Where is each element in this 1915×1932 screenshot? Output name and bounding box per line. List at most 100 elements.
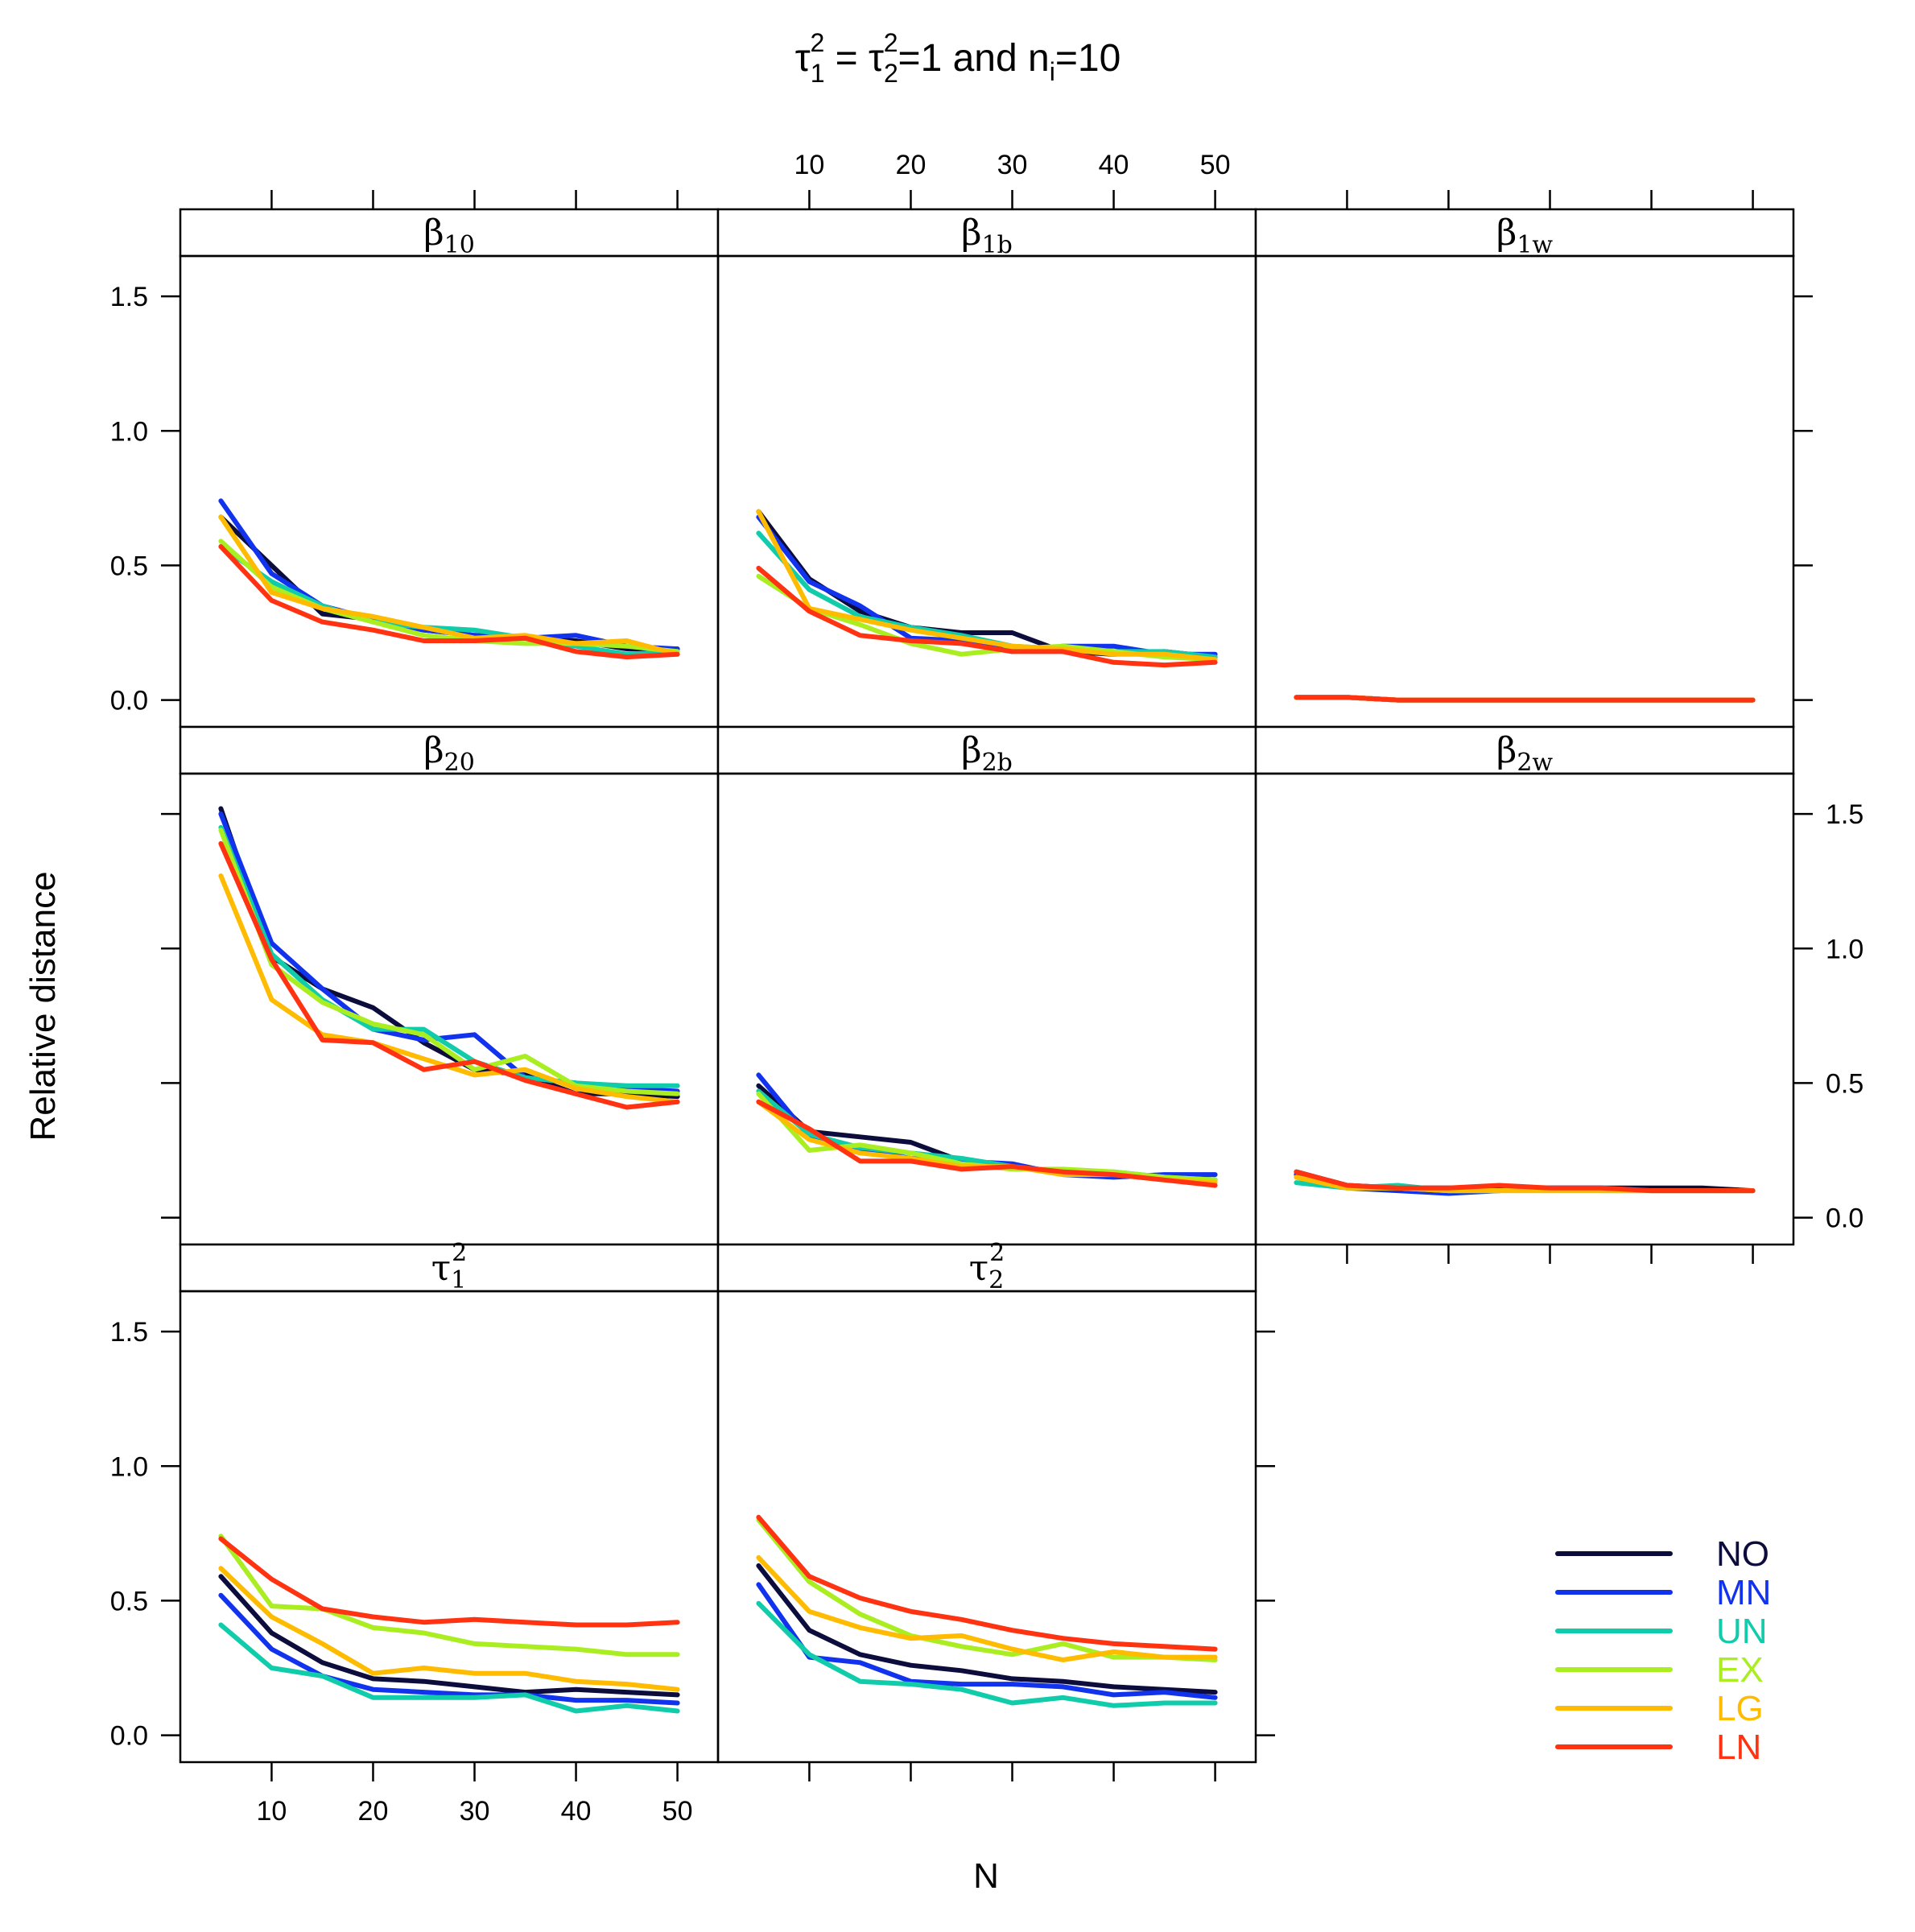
y-tick-label: 1.5 (110, 1317, 148, 1348)
y-tick-label: 0.0 (110, 1721, 148, 1752)
x-tick-label: 20 (896, 150, 927, 180)
x-tick-label: 30 (460, 1796, 490, 1827)
strip-subscript: 10 (444, 231, 475, 259)
series-beta10-LN (218, 544, 680, 660)
y-tick-label: 0.0 (110, 686, 148, 716)
strip-label-beta10: β10 (423, 213, 475, 259)
strip-label-beta2w: β2w (1496, 730, 1554, 777)
y-tick-label: 0.5 (110, 551, 148, 581)
chart-title: τ12 = τ22=1 and ni=10 (795, 28, 1121, 88)
x-tick-label: 10 (257, 1796, 287, 1827)
strip-symbol: β (961, 730, 981, 771)
strip-tau2 (716, 1243, 1257, 1293)
series-beta1w-LN (1294, 695, 1756, 703)
series-tau1-MN (218, 1592, 680, 1706)
strip-symbol: β (1496, 213, 1517, 254)
strip-label-tau1: τ12 (431, 1239, 468, 1294)
y-tick-label: 1.5 (1826, 799, 1863, 830)
series-tau1-NO (218, 1574, 680, 1698)
panel-beta2w: β2w (1254, 725, 1795, 1246)
strip-symbol: β (961, 213, 981, 254)
legend-label-UN: UN (1716, 1612, 1768, 1651)
x-tick-label: 30 (997, 150, 1028, 180)
y-tick-label: 1.0 (110, 1451, 148, 1482)
panel-tau1: τ12 (179, 1239, 720, 1764)
panel-beta1w: β1w (1254, 208, 1795, 729)
y-tick-label: 1.5 (110, 282, 148, 312)
series-tau2-UN (756, 1600, 1218, 1708)
strip-superscript: 2 (452, 1239, 467, 1267)
plot-frame-beta20 (179, 772, 720, 1246)
series-beta20-LN (218, 840, 680, 1110)
series-tau2-LG (756, 1554, 1218, 1662)
x-tick-label: 40 (561, 1796, 592, 1827)
series-beta20-UN (218, 824, 680, 1088)
x-axis-label: N (973, 1856, 999, 1896)
series-tau2-NO (756, 1563, 1218, 1695)
x-tick-label: 10 (794, 150, 825, 180)
strip-subscript: 1b (982, 231, 1013, 259)
plot-frame-beta2w (1254, 772, 1795, 1246)
strip-subscript: 1 (451, 1266, 466, 1294)
strip-subscript: 2b (982, 749, 1013, 777)
outer-axes: 10 20 30 40 50 10 20 30 40 50 0.0 0.5 1.0 1.5 0.0 0.5 1.… (110, 150, 1864, 1827)
legend-label-LN: LN (1716, 1728, 1761, 1767)
strip-subscript: 2 (988, 1266, 1004, 1294)
strip-label-beta20: β20 (423, 730, 475, 777)
y-tick-label: 0.5 (1826, 1068, 1863, 1099)
legend-label-MN: MN (1716, 1573, 1771, 1612)
series-tau1-EX (218, 1534, 680, 1657)
series-tau1-LG (218, 1566, 680, 1692)
strip-label-beta1b: β1b (961, 213, 1013, 259)
strip-label-beta1w: β1w (1496, 213, 1554, 259)
legend-label-NO: NO (1716, 1534, 1769, 1574)
panel-beta1b: β1b (716, 208, 1257, 729)
series-tau1-LN (218, 1536, 680, 1628)
strip-beta10 (179, 208, 720, 258)
panel-beta20: β20 (179, 725, 720, 1246)
series-beta1b-LN (756, 565, 1218, 668)
strip-subscript: 1w (1517, 231, 1553, 259)
series-tau1-UN (218, 1622, 680, 1714)
strip-symbol: β (423, 730, 444, 771)
series-tau2-LN (756, 1514, 1218, 1652)
series-beta2b-LN (756, 1099, 1218, 1188)
series-beta1b-NO (756, 509, 1218, 660)
x-tick-label: 20 (358, 1796, 389, 1827)
panel-beta10: β10 (179, 208, 720, 729)
y-tick-label: 0.0 (1826, 1203, 1863, 1234)
series-beta2w-LN (1294, 1169, 1756, 1194)
strip-beta2w (1254, 725, 1795, 775)
series-beta1b-LG (756, 509, 1218, 663)
strip-label-beta2b: β2b (961, 730, 1013, 777)
strip-label-tau2: τ22 (969, 1239, 1005, 1294)
series-beta10-EX (218, 539, 680, 654)
y-tick-label: 1.0 (1826, 934, 1863, 964)
plot-frame-beta1w (1254, 254, 1795, 729)
panel-tau2: τ22 (716, 1239, 1257, 1764)
y-tick-label: 1.0 (110, 416, 148, 447)
series-beta1b-UN (756, 530, 1218, 660)
panel-beta2b: β2b (716, 725, 1257, 1246)
strip-symbol: τ (431, 1248, 451, 1289)
series-tau2-MN (756, 1582, 1218, 1700)
strip-subscript: 2w (1517, 749, 1553, 777)
legend-label-LG: LG (1716, 1689, 1764, 1728)
series-tau2-EX (756, 1517, 1218, 1662)
y-tick-label: 0.5 (110, 1586, 148, 1616)
x-tick-label: 40 (1099, 150, 1129, 180)
x-tick-label: 50 (1200, 150, 1231, 180)
legend-label-EX: EX (1716, 1650, 1764, 1690)
strip-symbol: β (423, 213, 444, 254)
plot-frame-tau2 (716, 1290, 1257, 1764)
x-tick-label: 50 (662, 1796, 693, 1827)
strip-symbol: τ (969, 1248, 988, 1289)
series-beta10-UN (218, 544, 680, 657)
strip-beta20 (179, 725, 720, 775)
strip-subscript: 20 (444, 749, 475, 777)
strip-symbol: β (1496, 730, 1517, 771)
strip-superscript: 2 (989, 1239, 1005, 1267)
